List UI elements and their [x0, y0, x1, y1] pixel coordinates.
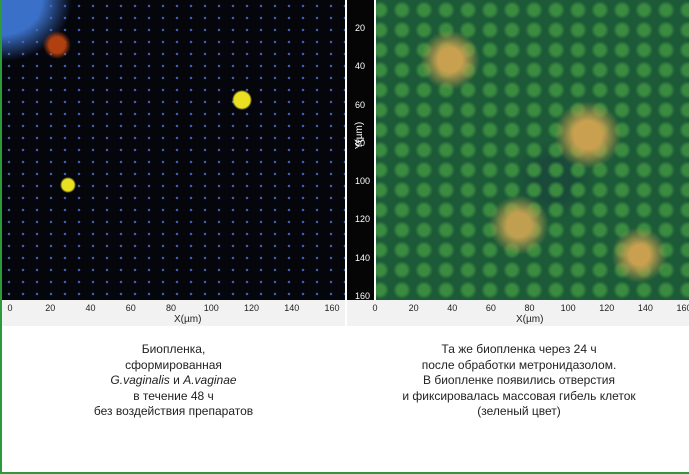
micrograph-right	[347, 0, 689, 300]
caption-line: (зеленый цвет)	[347, 404, 689, 420]
x-tick-label: 100	[204, 303, 219, 313]
caption-left: Биопленка, сформированная G.vaginalis и …	[2, 342, 345, 420]
x-tick-label: 20	[45, 303, 55, 313]
y-tick-label: 100	[355, 176, 370, 186]
caption-line: G.vaginalis и A.vaginae	[2, 373, 345, 389]
x-label: X(µm)	[516, 314, 543, 325]
figure: X(µm) X(µm) Y(µm) Биопленка, сформирован…	[0, 0, 689, 474]
conj: и	[173, 373, 180, 387]
caption-line: В биопленке появились отверстия	[347, 373, 689, 389]
caption-line: и фиксировалась массовая гибель клеток	[347, 389, 689, 405]
caption-line: Та же биопленка через 24 ч	[347, 342, 689, 358]
x-tick-label: 140	[638, 303, 653, 313]
x-label: X(µm)	[174, 314, 201, 325]
x-tick-label: 140	[284, 303, 299, 313]
caption-line: сформированная	[2, 358, 345, 374]
y-tick-label: 20	[355, 23, 365, 33]
x-tick-label: 80	[524, 303, 534, 313]
x-tick-label: 0	[7, 303, 12, 313]
caption-line: после обработки метронидазолом.	[347, 358, 689, 374]
x-tick-label: 60	[126, 303, 136, 313]
y-tick-label: 40	[355, 61, 365, 71]
x-tick-label: 100	[561, 303, 576, 313]
x-tick-label: 160	[324, 303, 339, 313]
y-tick-label: 120	[355, 214, 370, 224]
x-tick-label: 20	[409, 303, 419, 313]
species: G.vaginalis	[110, 373, 169, 387]
caption-right: Та же биопленка через 24 ч после обработ…	[347, 342, 689, 420]
x-tick-label: 160	[676, 303, 689, 313]
caption-line: без воздействия препаратов	[2, 404, 345, 420]
y-tick-label: 60	[355, 100, 365, 110]
caption-line: в течение 48 ч	[2, 389, 345, 405]
species: A.vaginae	[183, 373, 236, 387]
x-tick-label: 40	[447, 303, 457, 313]
x-tick-label: 80	[166, 303, 176, 313]
x-tick-label: 40	[85, 303, 95, 313]
x-tick-label: 120	[599, 303, 614, 313]
x-tick-label: 60	[486, 303, 496, 313]
x-tick-label: 0	[372, 303, 377, 313]
micrograph-left	[2, 0, 345, 300]
y-tick-label: 160	[355, 291, 370, 301]
caption-line: Биопленка,	[2, 342, 345, 358]
y-tick-label: 140	[355, 253, 370, 263]
y-tick-label: 80	[355, 138, 365, 148]
x-tick-label: 120	[244, 303, 259, 313]
